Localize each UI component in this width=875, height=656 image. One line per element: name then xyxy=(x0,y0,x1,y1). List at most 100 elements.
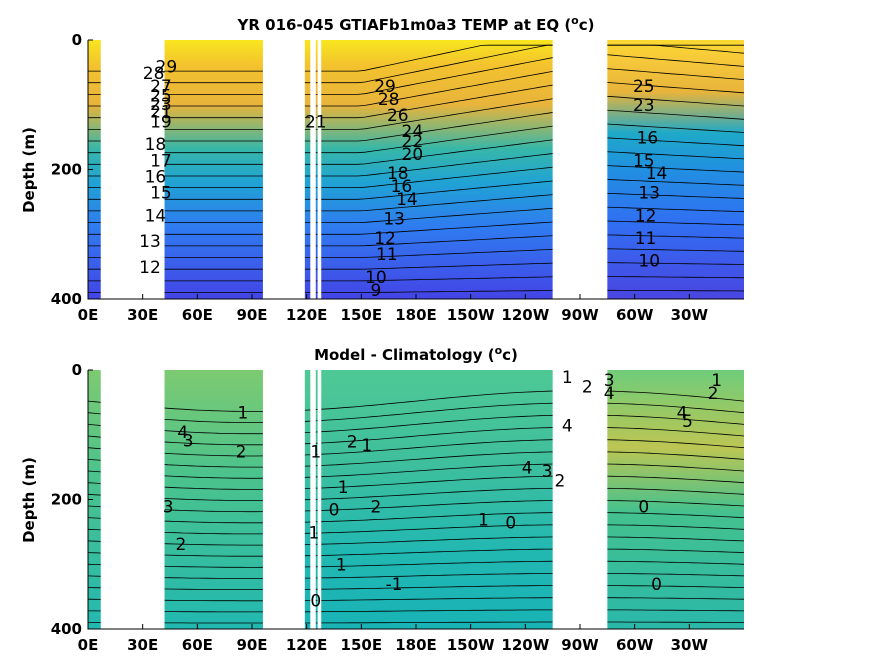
contour-label: 17 xyxy=(150,151,172,171)
x-tick-label: 120E xyxy=(286,306,328,324)
contour-label: 18 xyxy=(145,135,167,155)
contour-label: 4 xyxy=(604,384,615,404)
contour-label: 0 xyxy=(638,497,649,517)
y-tick-label: 400 xyxy=(51,290,82,308)
x-tick-label: 150E xyxy=(341,636,383,654)
contour-label: 14 xyxy=(396,190,418,210)
contour-label: 29 xyxy=(374,77,396,97)
contour-label: 1 xyxy=(478,510,489,530)
land-mask xyxy=(317,370,322,629)
panel-title-text: YR 016-045 GTIAFb1m0a3 TEMP at EQ ( xyxy=(237,16,572,34)
contour-line xyxy=(88,164,745,188)
contour-label: 22 xyxy=(402,132,424,152)
contour-label: 19 xyxy=(150,112,172,132)
contour-label: 14 xyxy=(646,164,668,184)
temperature-panel: YR 016-045 GTIAFb1m0a3 TEMP at EQ (oc) 2… xyxy=(20,14,745,324)
contour-label: 4 xyxy=(522,459,533,479)
x-tick-label: 150W xyxy=(447,306,495,324)
x-tick-label: 180E xyxy=(395,306,437,324)
temperature-contours xyxy=(88,40,745,299)
contour-label: 16 xyxy=(391,177,413,197)
x-tick-label: 90W xyxy=(561,636,599,654)
x-tick-label: 60E xyxy=(182,636,213,654)
x-tick-label: 120W xyxy=(501,636,549,654)
contour-line xyxy=(87,390,745,412)
contour-label: 25 xyxy=(633,77,655,97)
contour-label: 2 xyxy=(176,535,187,555)
contour-label: 21 xyxy=(305,112,327,132)
contour-line xyxy=(88,289,745,293)
contour-label: 0 xyxy=(310,591,321,611)
contour-label: 26 xyxy=(387,106,409,126)
contour-line xyxy=(88,44,745,84)
x-tick-label: 60W xyxy=(616,306,654,324)
contour-line xyxy=(88,233,745,247)
contour-label: 23 xyxy=(150,95,172,115)
contour-label: 1 xyxy=(562,368,573,388)
contour-line xyxy=(88,609,745,613)
y-axis-label: Depth (m) xyxy=(20,127,38,213)
contour-line xyxy=(87,499,745,513)
x-tick-label: 0E xyxy=(78,636,99,654)
x-tick-label: 90E xyxy=(236,306,267,324)
contour-label: 1 xyxy=(237,404,248,424)
contour-label: 18 xyxy=(387,164,409,184)
contour-label: 2 xyxy=(582,378,593,398)
contour-label: 12 xyxy=(374,229,396,249)
contour-line xyxy=(87,439,745,457)
contour-line xyxy=(87,426,745,446)
x-tick-label: 60E xyxy=(182,306,213,324)
x-tick-label: 150E xyxy=(341,306,383,324)
contour-line xyxy=(87,524,745,535)
x-tick-label: 0E xyxy=(78,306,99,324)
contour-label: 1 xyxy=(309,523,320,543)
contour-label: 3 xyxy=(604,371,615,391)
contour-label: 1 xyxy=(336,556,347,576)
contour-line xyxy=(88,94,745,130)
contour-label: -1 xyxy=(386,575,403,595)
contour-label: 16 xyxy=(145,167,167,187)
anomaly-axes: 0E 30E 60E 90E 120E 150E 180E 150W 120W 90W 60W 30W… xyxy=(51,361,744,654)
contour-label: 27 xyxy=(150,77,172,97)
contour-line xyxy=(87,402,745,423)
panel-title: YR 016-045 GTIAFb1m0a3 TEMP at EQ (oc) xyxy=(237,14,595,34)
contour-line xyxy=(87,536,745,546)
x-tick-label: 120W xyxy=(501,306,549,324)
contour-label: 10 xyxy=(638,252,660,272)
contour-label: 1 xyxy=(711,371,722,391)
panel-title-text: Model - Climatology ( xyxy=(314,346,495,364)
contour-label: 2 xyxy=(555,472,566,492)
x-tick-label: 30E xyxy=(127,306,158,324)
contour-line xyxy=(87,463,745,479)
x-tick-label: 90W xyxy=(561,306,599,324)
contour-line xyxy=(88,178,745,200)
temperature-contour-labels: 2928272523211918171615141312292826242220… xyxy=(139,57,667,300)
contour-line xyxy=(87,451,745,468)
contour-line xyxy=(87,621,744,624)
land-mask xyxy=(100,370,165,629)
contour-line xyxy=(88,219,745,235)
contour-label: 15 xyxy=(150,184,172,204)
contour-label: 1 xyxy=(338,478,349,498)
contour-line xyxy=(87,512,745,524)
y-tick-label: 200 xyxy=(51,491,82,509)
panel-title-unit-sup: o xyxy=(571,14,579,27)
x-tick-label: 30W xyxy=(671,636,709,654)
contour-label: 11 xyxy=(376,245,398,265)
y-axis-label: Depth (m) xyxy=(20,457,38,543)
land-mask xyxy=(310,370,316,629)
y-tick-label: 0 xyxy=(72,31,82,49)
land-mask xyxy=(552,40,608,299)
contour-line xyxy=(88,108,745,142)
x-tick-label: 120E xyxy=(286,636,328,654)
land-mask xyxy=(262,40,305,299)
contour-line xyxy=(88,205,745,223)
contour-line xyxy=(88,150,745,177)
land-mask xyxy=(100,40,165,299)
x-tick-label: 60W xyxy=(616,636,654,654)
x-tick-label: 90E xyxy=(236,636,267,654)
contour-label: 16 xyxy=(637,129,659,149)
panel-title: Model - Climatology (oc) xyxy=(314,344,518,364)
contour-line xyxy=(87,487,745,501)
y-tick-label: 0 xyxy=(72,361,82,379)
